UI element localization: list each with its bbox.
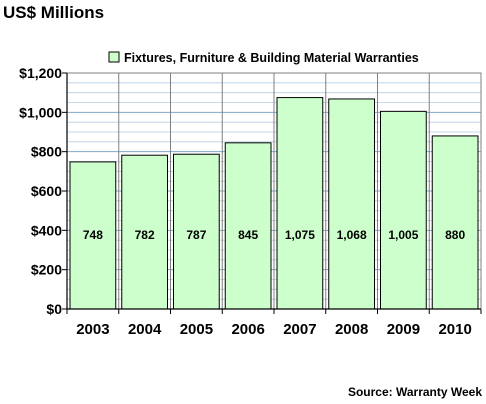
x-axis-ticks: 2003 2004 2005 2006 2007 2008 2009 2010: [76, 321, 472, 338]
data-label: 782: [135, 228, 155, 242]
y-tick-label: $1,000: [19, 104, 62, 120]
x-tick-label: 2005: [180, 321, 213, 338]
bar: [69, 161, 117, 310]
bar: [121, 154, 168, 310]
bar: [380, 110, 427, 310]
data-label: 845: [238, 228, 258, 242]
data-label: 1,068: [337, 228, 367, 242]
x-tick-label: 2008: [335, 321, 368, 338]
y-axis-ticks: $0 $200 $400 $600 $800 $1,000 $1,200: [19, 65, 62, 317]
bar: [328, 98, 375, 310]
x-tick-label: 2003: [76, 321, 109, 338]
y-tick-label: $600: [31, 183, 62, 199]
legend-label: Fixtures, Furniture & Building Material …: [124, 51, 419, 65]
x-tick-label: 2004: [128, 321, 162, 338]
source-note: Source: Warranty Week: [348, 385, 482, 399]
legend-swatch: [108, 51, 120, 63]
data-label: 880: [445, 228, 465, 242]
data-label: 748: [83, 228, 103, 242]
legend: Fixtures, Furniture & Building Material …: [108, 51, 419, 65]
y-tick-label: $800: [31, 144, 62, 160]
bar: [173, 153, 220, 310]
bar: [276, 97, 324, 310]
x-tick-label: 2010: [438, 321, 471, 338]
y-tick-label: $200: [31, 262, 62, 278]
x-tick-label: 2009: [387, 321, 420, 338]
chart-title: US$ Millions: [3, 3, 104, 22]
axes: [62, 72, 482, 314]
data-label: 1,075: [285, 228, 315, 242]
data-labels: 748 782 787 845 1,075 1,068 1,005 880: [83, 228, 466, 242]
bar: [431, 135, 479, 310]
y-tick-label: $400: [31, 222, 62, 238]
y-tick-label: $0: [46, 301, 62, 317]
x-tick-label: 2006: [231, 321, 264, 338]
bars: [69, 97, 479, 310]
y-tick-label: $1,200: [19, 65, 62, 81]
data-label: 1,005: [388, 228, 418, 242]
x-tick-label: 2007: [283, 321, 316, 338]
data-label: 787: [186, 228, 206, 242]
bar: [224, 142, 272, 310]
